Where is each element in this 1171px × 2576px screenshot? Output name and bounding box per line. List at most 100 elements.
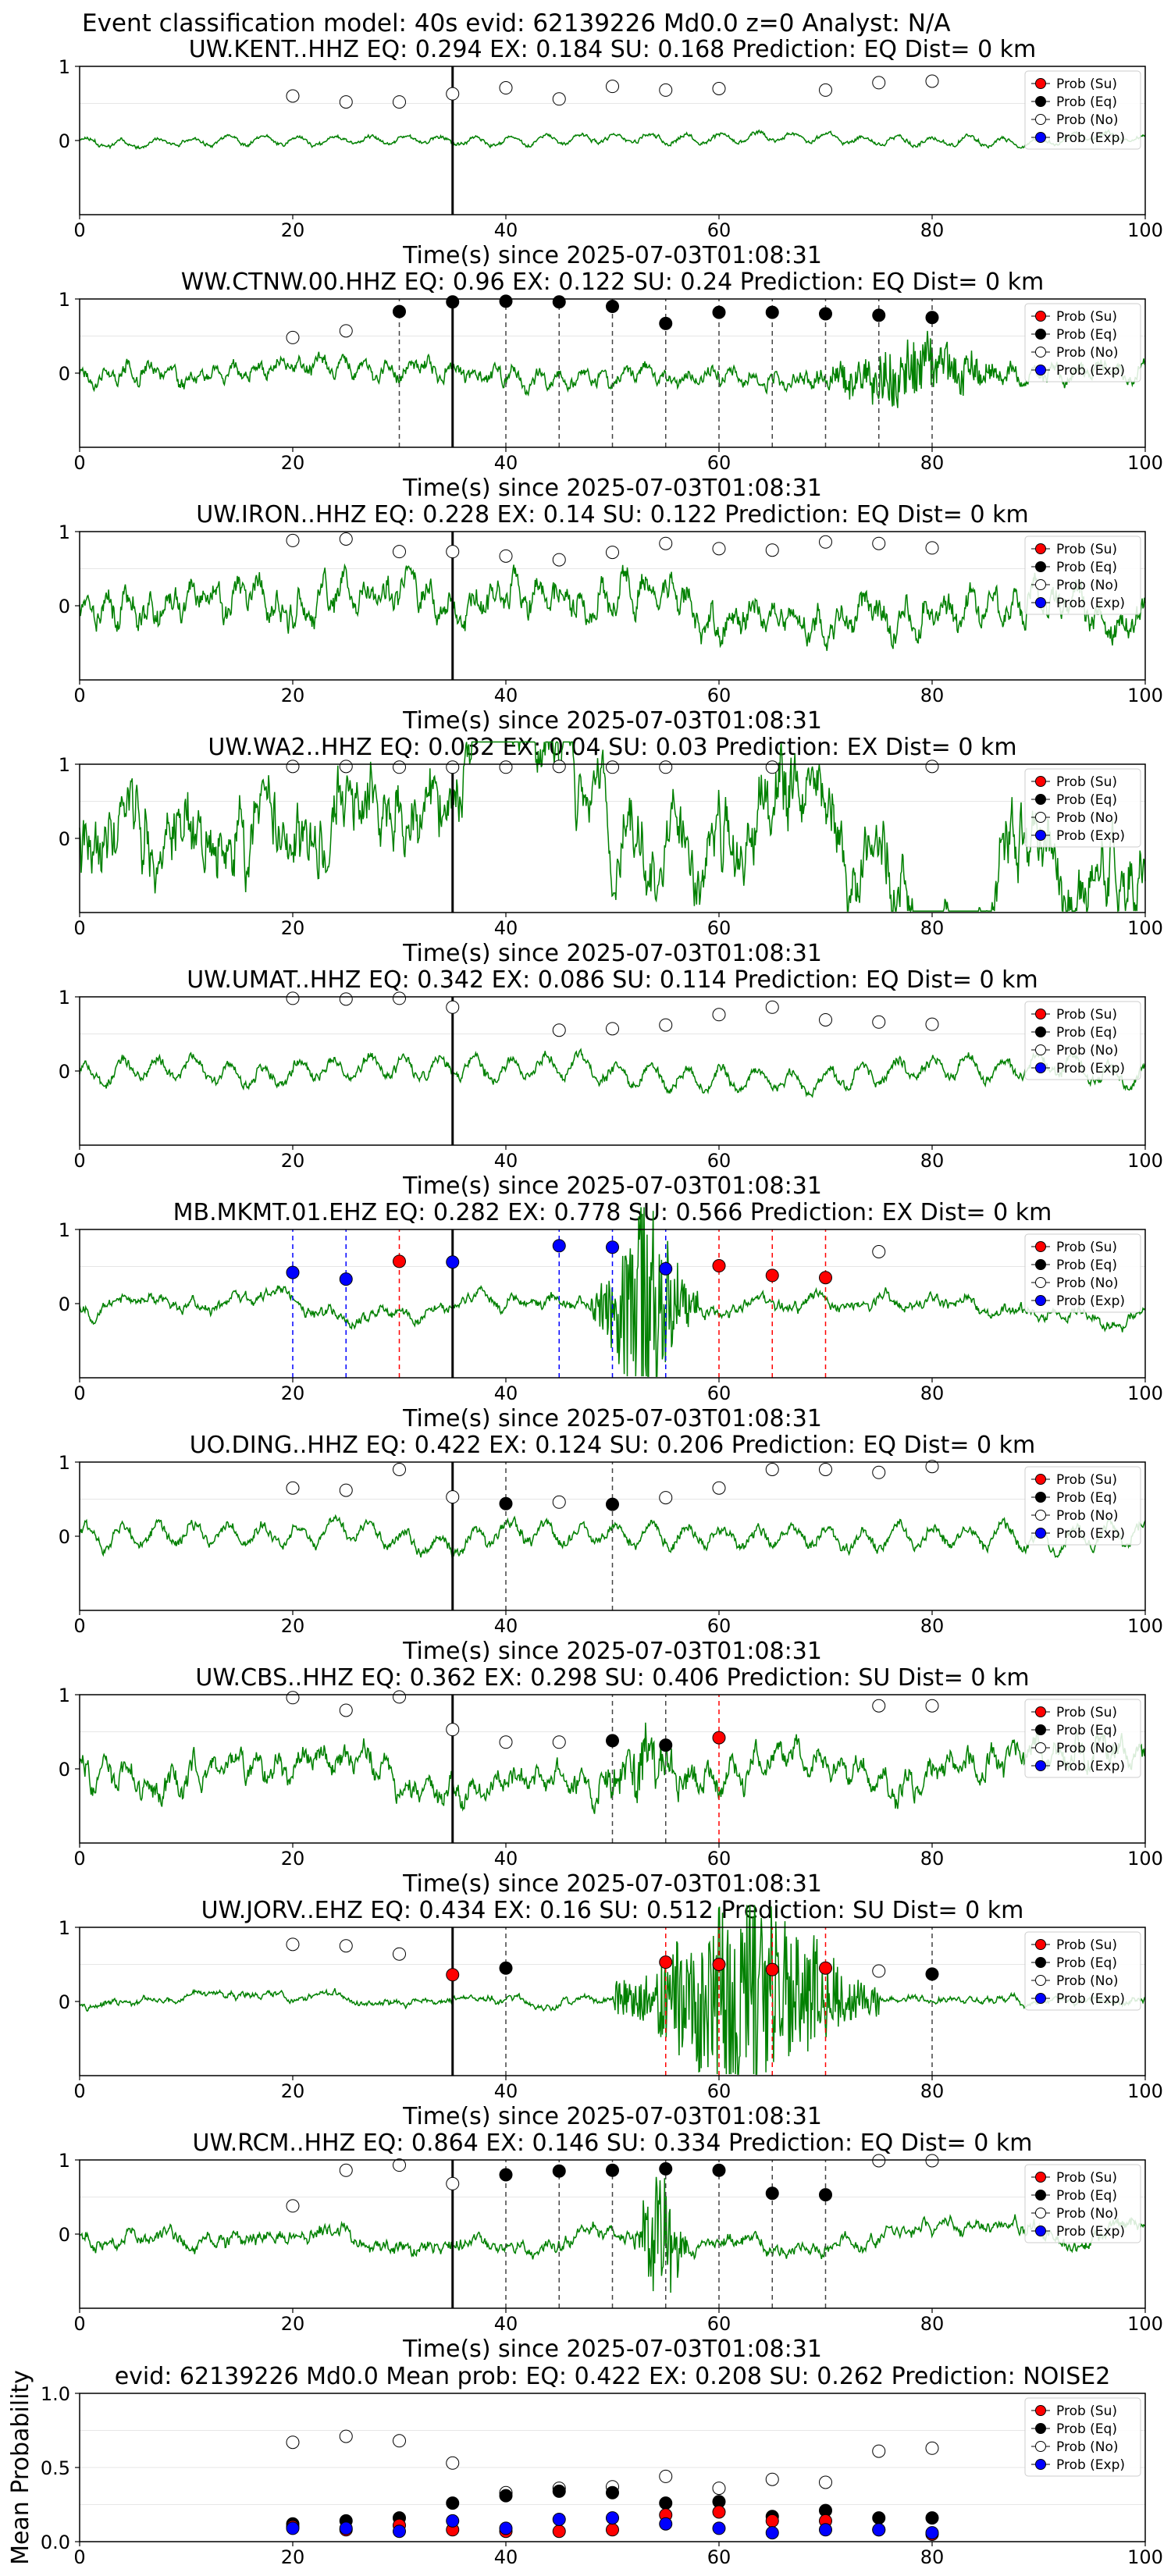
legend-label: Prob (Eq) [1056, 2421, 1117, 2437]
marker-no [872, 2444, 886, 2458]
marker-no [872, 1245, 886, 1258]
y-tick-label: 0 [59, 1061, 70, 1083]
legend-label: Prob (No) [1056, 1043, 1119, 1059]
panel-title: UW.CBS..HHZ EQ: 0.362 EX: 0.298 SU: 0.40… [195, 1664, 1029, 1692]
legend-label: Prob (Eq) [1056, 1025, 1117, 1041]
legend: Prob (Su) Prob (Eq) Prob (No) Prob (Exp) [1024, 2397, 1141, 2477]
marker-no [659, 83, 673, 97]
x-tick-label: 80 [920, 2546, 945, 2568]
marker-eq [606, 2163, 619, 2177]
marker-eq [659, 2161, 673, 2176]
x-axis-label: Time(s) since 2025-07-03T01:08:31 [402, 242, 822, 269]
marker-no [339, 324, 353, 338]
legend-label: Prob (Eq) [1056, 1955, 1117, 1971]
marker-no [286, 2199, 300, 2213]
panel-7: UO.DING..HHZ EQ: 0.422 EX: 0.124 SU: 0.2… [59, 1432, 1163, 1665]
panel-6: MB.MKMT.01.EHZ EQ: 0.282 EX: 0.778 SU: 0… [59, 1199, 1163, 1432]
x-tick-label: 40 [494, 2546, 518, 2568]
marker-su [819, 1271, 832, 1285]
legend-label: Prob (Exp) [1056, 1293, 1125, 1309]
marker-no [712, 1481, 726, 1495]
x-tick-label: 60 [707, 1848, 731, 1870]
legend-marker-eq [1035, 561, 1046, 572]
legend-marker-exp [1035, 1062, 1046, 1073]
marker-eq [499, 294, 513, 308]
marker-no [872, 536, 886, 550]
marker-eq [819, 307, 832, 321]
y-tick-label: 1 [59, 1917, 70, 1939]
legend: Prob (Su) Prob (Eq) Prob (No) Prob (Exp) [1024, 1931, 1141, 2011]
legend-label: Prob (Exp) [1056, 1061, 1125, 1076]
x-tick-label: 20 [281, 917, 305, 939]
legend-marker-no [1035, 1044, 1046, 1055]
marker-no [552, 760, 566, 774]
marker-eq [606, 2485, 619, 2500]
marker-no [339, 1483, 353, 1497]
panel-8: UW.CBS..HHZ EQ: 0.362 EX: 0.298 SU: 0.40… [59, 1664, 1163, 1898]
marker-su [712, 1731, 726, 1745]
x-tick-label: 80 [920, 452, 945, 474]
x-tick-label: 20 [281, 1848, 305, 1870]
marker-exp [659, 1261, 673, 1276]
marker-no [659, 760, 673, 774]
waveform-trace [79, 129, 1146, 151]
marker-no [925, 1017, 939, 1031]
waveform-trace [79, 1722, 1146, 1814]
marker-no [606, 1022, 619, 1036]
x-tick-label: 80 [920, 1150, 945, 1172]
legend: Prob (Su) Prob (Eq) Prob (No) Prob (Exp) [1024, 2164, 1141, 2243]
y-tick-label: 0 [59, 828, 70, 850]
x-tick-label: 100 [1127, 219, 1163, 241]
marker-exp [819, 2523, 832, 2537]
x-tick-label: 0 [73, 2080, 85, 2102]
panel-2: WW.CTNW.00.HHZ EQ: 0.96 EX: 0.122 SU: 0.… [59, 269, 1163, 502]
x-tick-label: 20 [281, 685, 305, 706]
waveform-trace [79, 1048, 1146, 1098]
legend-label: Prob (Eq) [1056, 94, 1117, 110]
marker-no [393, 760, 406, 774]
x-tick-label: 100 [1127, 2080, 1163, 2102]
x-tick-label: 0 [73, 917, 85, 939]
x-tick-label: 20 [281, 1150, 305, 1172]
x-axis-label: Time(s) since 2025-07-03T01:08:31 [402, 707, 822, 735]
marker-su [659, 1955, 673, 1969]
y-tick-label: 1 [59, 754, 70, 776]
legend: Prob (Su) Prob (Eq) Prob (No) Prob (Exp) [1024, 1001, 1141, 1080]
legend-label: Prob (Exp) [1056, 828, 1125, 844]
marker-no [606, 546, 619, 560]
marker-exp [339, 2521, 353, 2535]
legend-label: Prob (No) [1056, 1741, 1119, 1756]
legend-marker-no [1035, 579, 1046, 590]
x-tick-label: 20 [281, 1615, 305, 1637]
x-tick-label: 60 [707, 1615, 731, 1637]
y-tick-label: 0 [59, 2224, 70, 2246]
legend-marker-eq [1035, 329, 1046, 340]
x-tick-label: 60 [707, 917, 731, 939]
x-tick-label: 100 [1127, 2546, 1163, 2568]
marker-eq [446, 2496, 460, 2510]
panel-title: UW.WA2..HHZ EQ: 0.032 EX: 0.04 SU: 0.03 … [208, 734, 1016, 761]
panel-title: UW.UMAT..HHZ EQ: 0.342 EX: 0.086 SU: 0.1… [187, 966, 1038, 994]
marker-exp [606, 1240, 619, 1254]
marker-no [765, 1000, 779, 1014]
marker-su [712, 2505, 726, 2519]
x-tick-label: 80 [920, 685, 945, 706]
legend-marker-eq [1035, 2423, 1046, 2434]
legend-label: Prob (No) [1056, 578, 1119, 593]
panels: UW.KENT..HHZ EQ: 0.294 EX: 0.184 SU: 0.1… [7, 36, 1163, 2568]
marker-no [925, 74, 939, 88]
legend-marker-exp [1035, 365, 1046, 375]
legend-box [1024, 1466, 1141, 1546]
y-tick-label: 1.0 [41, 2383, 70, 2405]
panel-title: UW.RCM..HHZ EQ: 0.864 EX: 0.146 SU: 0.33… [193, 2129, 1033, 2157]
marker-eq [925, 2511, 939, 2525]
legend-label: Prob (Su) [1056, 76, 1117, 92]
waveform-trace [79, 1514, 1146, 1560]
legend-label: Prob (No) [1056, 810, 1119, 826]
legend: Prob (Su) Prob (Eq) Prob (No) Prob (Exp) [1024, 1233, 1141, 1313]
legend-label: Prob (Su) [1056, 1240, 1117, 1255]
axes-frame [79, 2159, 1146, 2309]
marker-no [446, 2176, 460, 2190]
panel-title: UW.IRON..HHZ EQ: 0.228 EX: 0.14 SU: 0.12… [196, 501, 1028, 528]
legend-box [1024, 1233, 1141, 1313]
